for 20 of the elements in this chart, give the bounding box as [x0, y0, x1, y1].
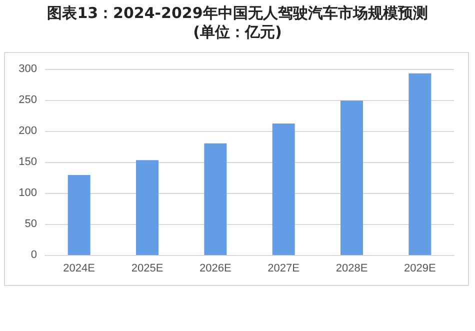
bar	[408, 73, 432, 255]
x-tick-label: 2024E	[63, 262, 95, 274]
bar	[272, 124, 295, 255]
x-tick-label: 2026E	[200, 262, 232, 274]
y-tick-label: 300	[18, 63, 37, 75]
y-tick-label: 100	[18, 187, 37, 199]
y-tick-label: 50	[24, 218, 37, 230]
y-tick-label: 150	[18, 156, 37, 168]
chart-title: 图表13：2024-2029年中国无人驾驶汽车市场规模预测(单位：亿元)	[46, 4, 429, 42]
bar	[68, 175, 90, 255]
bar	[204, 143, 227, 255]
y-tick-label: 200	[18, 125, 37, 137]
x-tick-label: 2029E	[404, 262, 436, 274]
y-tick-label: 250	[18, 94, 37, 106]
x-tick-label: 2025E	[131, 262, 164, 274]
x-tick-label: 2028E	[336, 262, 368, 274]
bar	[340, 100, 363, 255]
y-tick-label: 0	[30, 249, 37, 261]
bar	[136, 160, 158, 255]
x-tick-label: 2027E	[268, 262, 300, 274]
